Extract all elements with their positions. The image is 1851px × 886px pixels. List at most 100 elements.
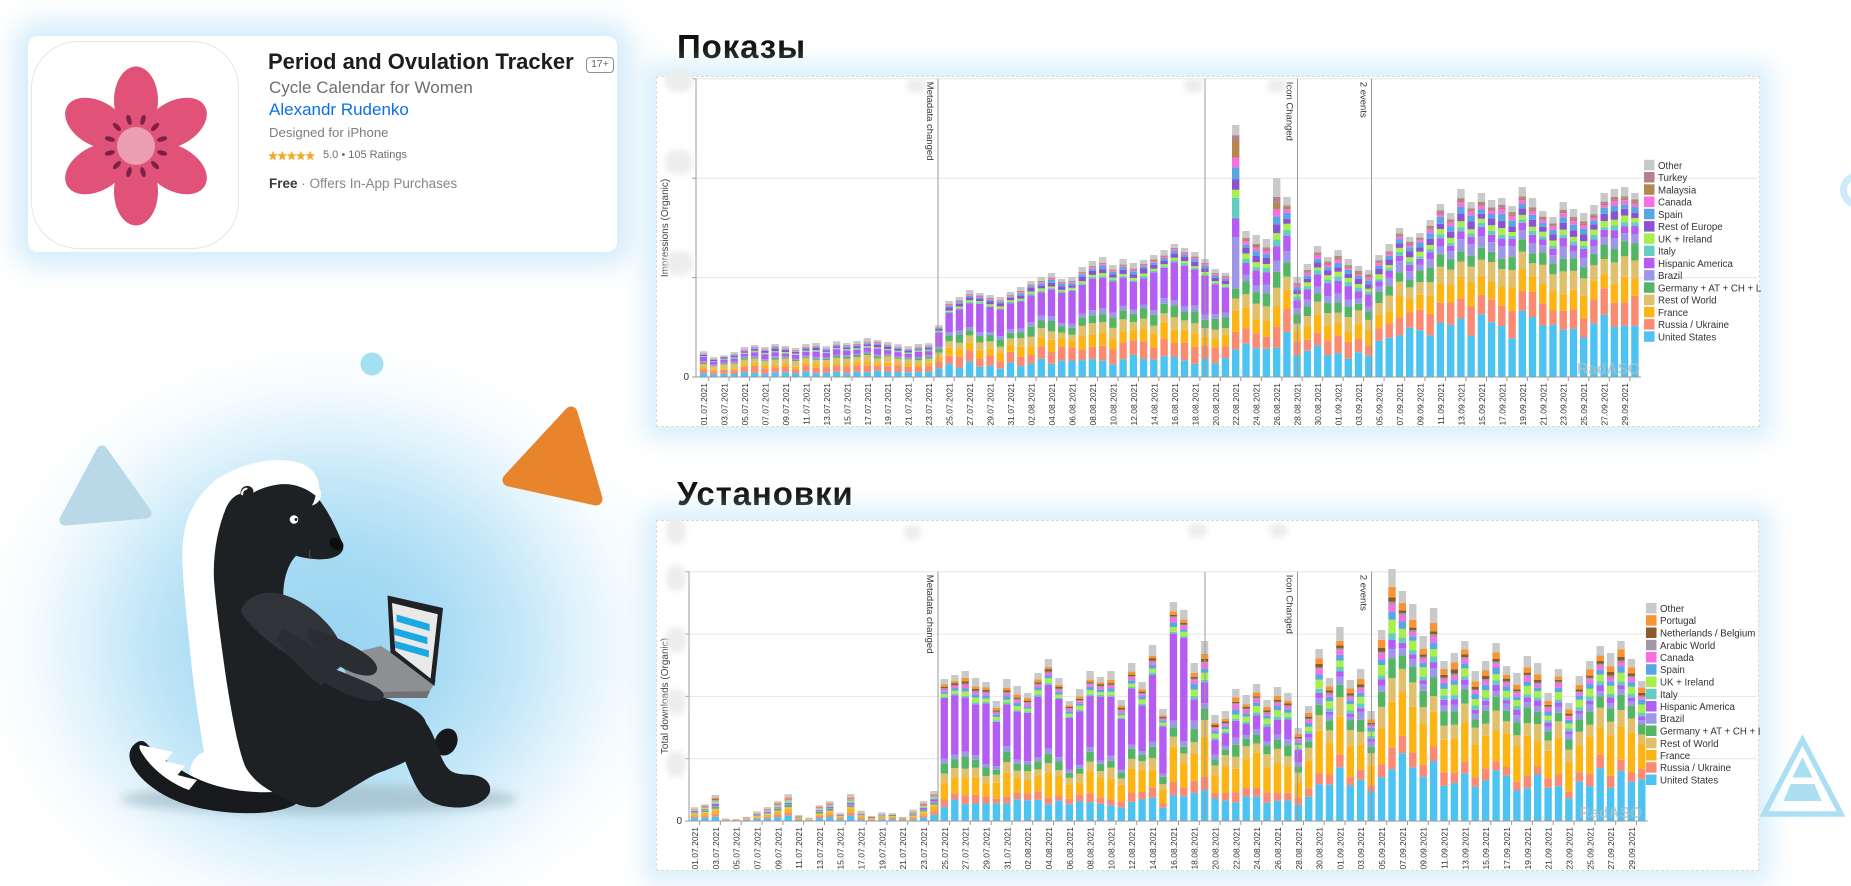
svg-text:22.08.2021: 22.08.2021 xyxy=(1231,827,1241,870)
svg-text:17.09.2021: 17.09.2021 xyxy=(1502,827,1512,870)
svg-text:Icon Changed: Icon Changed xyxy=(1284,575,1295,634)
svg-text:RadASO: RadASO xyxy=(1579,805,1642,822)
svg-text:09.07.2021: 09.07.2021 xyxy=(773,827,783,870)
svg-text:Other: Other xyxy=(1658,161,1683,172)
svg-text:RadASO: RadASO xyxy=(1577,361,1640,378)
svg-text:Arabic World: Arabic World xyxy=(1660,641,1715,652)
svg-text:Netherlands / Belgium: Netherlands / Belgium xyxy=(1660,629,1755,640)
svg-text:18.08.2021: 18.08.2021 xyxy=(1190,383,1200,426)
svg-text:Spain: Spain xyxy=(1658,210,1683,221)
svg-text:29.07.2021: 29.07.2021 xyxy=(986,383,996,426)
svg-text:10.08.2021: 10.08.2021 xyxy=(1108,383,1118,426)
svg-text:01.09.2021: 01.09.2021 xyxy=(1335,827,1345,870)
svg-text:23.09.2021: 23.09.2021 xyxy=(1559,383,1569,426)
svg-text:07.09.2021: 07.09.2021 xyxy=(1395,383,1405,426)
svg-text:UK + Ireland: UK + Ireland xyxy=(1658,234,1712,245)
svg-text:07.07.2021: 07.07.2021 xyxy=(753,827,763,870)
svg-text:20.08.2021: 20.08.2021 xyxy=(1211,383,1221,426)
svg-text:22.08.2021: 22.08.2021 xyxy=(1231,383,1241,426)
svg-text:26.08.2021: 26.08.2021 xyxy=(1273,827,1283,870)
svg-text:Canada: Canada xyxy=(1658,198,1693,209)
svg-text:18.08.2021: 18.08.2021 xyxy=(1190,827,1200,870)
svg-text:Hispanic America: Hispanic America xyxy=(1658,259,1733,270)
svg-text:21.07.2021: 21.07.2021 xyxy=(904,383,914,426)
svg-text:19.07.2021: 19.07.2021 xyxy=(877,827,887,870)
svg-text:Rest of World: Rest of World xyxy=(1660,739,1719,750)
svg-text:Other: Other xyxy=(1660,604,1685,615)
svg-text:0: 0 xyxy=(676,816,682,827)
svg-text:06.08.2021: 06.08.2021 xyxy=(1068,383,1078,426)
svg-text:Total downloads (Organic): Total downloads (Organic) xyxy=(660,638,671,754)
svg-text:25.09.2021: 25.09.2021 xyxy=(1579,383,1589,426)
svg-text:15.09.2021: 15.09.2021 xyxy=(1481,827,1491,870)
svg-text:27.07.2021: 27.07.2021 xyxy=(961,827,971,870)
svg-text:14.08.2021: 14.08.2021 xyxy=(1149,383,1159,426)
svg-text:01.07.2021: 01.07.2021 xyxy=(699,383,709,426)
svg-text:20.08.2021: 20.08.2021 xyxy=(1211,827,1221,870)
svg-text:07.07.2021: 07.07.2021 xyxy=(760,383,770,426)
svg-text:21.09.2021: 21.09.2021 xyxy=(1538,383,1548,426)
svg-text:28.08.2021: 28.08.2021 xyxy=(1293,383,1303,426)
svg-text:09.09.2021: 09.09.2021 xyxy=(1419,827,1429,870)
svg-text:08.08.2021: 08.08.2021 xyxy=(1088,383,1098,426)
svg-text:31.07.2021: 31.07.2021 xyxy=(1006,383,1016,426)
svg-text:15.09.2021: 15.09.2021 xyxy=(1477,383,1487,426)
svg-text:09.07.2021: 09.07.2021 xyxy=(781,383,791,426)
svg-text:05.09.2021: 05.09.2021 xyxy=(1375,383,1385,426)
svg-text:17.09.2021: 17.09.2021 xyxy=(1497,383,1507,426)
svg-text:16.08.2021: 16.08.2021 xyxy=(1170,383,1180,426)
svg-text:12.08.2021: 12.08.2021 xyxy=(1127,827,1137,870)
svg-text:Metadata changed: Metadata changed xyxy=(924,575,935,654)
svg-text:17.07.2021: 17.07.2021 xyxy=(857,827,867,870)
svg-text:10.08.2021: 10.08.2021 xyxy=(1106,827,1116,870)
svg-text:14.08.2021: 14.08.2021 xyxy=(1148,827,1158,870)
svg-text:France: France xyxy=(1658,308,1688,319)
svg-text:29.09.2021: 29.09.2021 xyxy=(1627,827,1637,870)
svg-text:Turkey: Turkey xyxy=(1658,173,1687,184)
svg-text:Brazil: Brazil xyxy=(1658,271,1682,282)
svg-text:16.08.2021: 16.08.2021 xyxy=(1169,827,1179,870)
svg-text:03.07.2021: 03.07.2021 xyxy=(720,383,730,426)
svg-text:Rest of Europe: Rest of Europe xyxy=(1658,222,1723,233)
svg-text:30.08.2021: 30.08.2021 xyxy=(1315,827,1325,870)
svg-text:11.07.2021: 11.07.2021 xyxy=(794,827,804,869)
svg-text:04.08.2021: 04.08.2021 xyxy=(1047,383,1057,426)
svg-text:01.07.2021: 01.07.2021 xyxy=(690,827,700,870)
svg-text:03.09.2021: 03.09.2021 xyxy=(1356,827,1366,870)
svg-text:Germany + AT + CH + LU: Germany + AT + CH + LU xyxy=(1658,283,1761,294)
svg-text:UK + Ireland: UK + Ireland xyxy=(1660,678,1714,689)
svg-text:19.07.2021: 19.07.2021 xyxy=(883,383,893,426)
svg-text:United States: United States xyxy=(1660,776,1718,787)
svg-text:29.09.2021: 29.09.2021 xyxy=(1620,383,1630,426)
svg-text:15.07.2021: 15.07.2021 xyxy=(836,827,846,870)
svg-text:05.07.2021: 05.07.2021 xyxy=(732,827,742,870)
svg-text:24.08.2021: 24.08.2021 xyxy=(1252,383,1262,426)
svg-text:26.08.2021: 26.08.2021 xyxy=(1272,383,1282,426)
svg-text:27.09.2021: 27.09.2021 xyxy=(1600,383,1610,426)
svg-text:31.07.2021: 31.07.2021 xyxy=(1002,827,1012,870)
svg-text:23.07.2021: 23.07.2021 xyxy=(924,383,934,426)
svg-text:11.09.2021: 11.09.2021 xyxy=(1440,827,1450,869)
svg-text:Brazil: Brazil xyxy=(1660,714,1684,725)
svg-text:08.08.2021: 08.08.2021 xyxy=(1086,827,1096,870)
svg-text:Impressions (Organic): Impressions (Organic) xyxy=(660,179,671,277)
svg-text:07.09.2021: 07.09.2021 xyxy=(1398,827,1408,870)
svg-text:2 events: 2 events xyxy=(1358,575,1369,611)
svg-text:06.08.2021: 06.08.2021 xyxy=(1065,827,1075,870)
svg-text:Portugal: Portugal xyxy=(1660,616,1696,627)
svg-text:Icon Changed: Icon Changed xyxy=(1284,82,1295,141)
svg-text:17.07.2021: 17.07.2021 xyxy=(863,383,873,426)
svg-text:03.07.2021: 03.07.2021 xyxy=(711,827,721,870)
svg-text:05.09.2021: 05.09.2021 xyxy=(1377,827,1387,870)
svg-text:25.07.2021: 25.07.2021 xyxy=(945,383,955,426)
svg-text:01.09.2021: 01.09.2021 xyxy=(1334,383,1344,426)
svg-text:30.08.2021: 30.08.2021 xyxy=(1313,383,1323,426)
svg-text:13.07.2021: 13.07.2021 xyxy=(815,827,825,870)
svg-text:Spain: Spain xyxy=(1660,665,1685,676)
svg-text:03.09.2021: 03.09.2021 xyxy=(1354,383,1364,426)
svg-text:11.09.2021: 11.09.2021 xyxy=(1436,383,1446,425)
svg-text:13.07.2021: 13.07.2021 xyxy=(822,383,832,426)
svg-text:04.08.2021: 04.08.2021 xyxy=(1044,827,1054,870)
svg-text:05.07.2021: 05.07.2021 xyxy=(740,383,750,426)
svg-text:Malaysia: Malaysia xyxy=(1658,185,1697,196)
